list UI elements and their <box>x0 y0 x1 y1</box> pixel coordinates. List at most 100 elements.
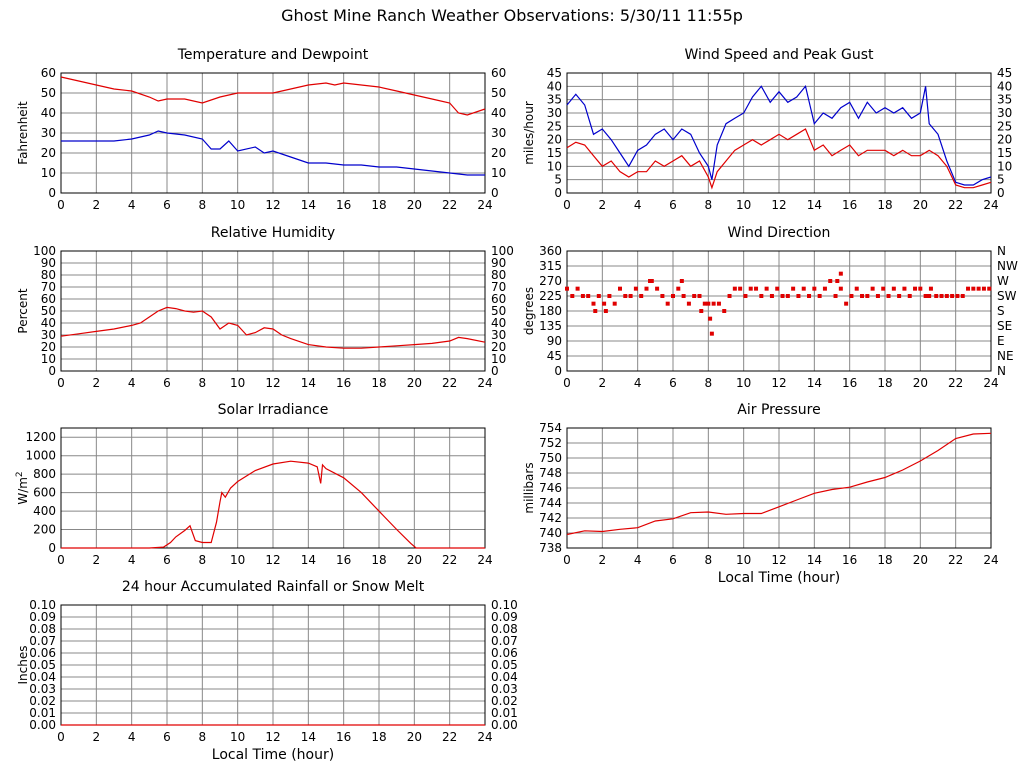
rain-ytick-label-right: 0.08 <box>491 622 518 636</box>
wdir-point <box>593 309 598 313</box>
solar-ytick-label: 200 <box>33 523 56 537</box>
pressure-ytick-label: 750 <box>539 451 562 465</box>
wind-xtick-label: 18 <box>877 198 892 212</box>
temp-title: Temperature and Dewpoint <box>177 47 369 63</box>
pressure-xtick-label: 22 <box>948 553 963 567</box>
solar-xtick-label: 4 <box>128 553 136 567</box>
wdir-compass-label: SW <box>997 289 1017 303</box>
wdir-point <box>934 294 939 298</box>
rain-ytick-label: 0.04 <box>29 670 56 684</box>
wdir-xtick-label: 16 <box>842 376 857 390</box>
wind-ytick-label-right: 25 <box>997 119 1012 133</box>
solar-ytick-label: 1200 <box>25 430 56 444</box>
wdir-point <box>702 301 707 306</box>
rain-xtick-label: 8 <box>199 730 207 744</box>
pressure-ytick-label: 744 <box>539 496 562 510</box>
wdir-point <box>897 294 902 298</box>
rh-ytick-label-right: 100 <box>491 244 514 258</box>
wind-ytick-label: 0 <box>554 186 562 200</box>
rh-ytick-label: 80 <box>41 268 56 282</box>
rain-ytick-label: 0.05 <box>29 658 56 672</box>
rain-ytick-label: 0.03 <box>29 682 56 696</box>
temp-xtick-label: 6 <box>163 198 171 212</box>
rh-xtick-label: 6 <box>163 376 171 390</box>
wind-ytick-label: 30 <box>547 106 562 120</box>
pressure-ytick-label: 748 <box>539 466 562 480</box>
rh-ytick-label-right: 40 <box>491 316 506 330</box>
temp-frame <box>60 72 486 194</box>
wdir-point <box>676 286 681 291</box>
wdir-point <box>586 294 591 298</box>
wdir-point <box>709 331 714 336</box>
wdir-xtick-label: 0 <box>563 376 571 390</box>
temp-xtick-label: 0 <box>57 198 65 212</box>
wdir-point <box>644 286 649 291</box>
solar-xtick-label: 6 <box>163 553 171 567</box>
solar-frame <box>60 427 486 549</box>
pressure-ytick-label: 742 <box>539 511 562 525</box>
temp-ytick-label: 50 <box>41 86 56 100</box>
solar-ytick-label: 600 <box>33 486 56 500</box>
rain-ytick-label: 0.09 <box>29 610 56 624</box>
wdir-point <box>918 286 923 291</box>
wdir-point <box>607 294 612 298</box>
rain-ytick-label-right: 0.01 <box>491 706 518 720</box>
rain-ytick-label-right: 0.06 <box>491 646 518 660</box>
temp-ytick-label: 0 <box>48 186 56 200</box>
wind-ytick-label: 45 <box>547 66 562 80</box>
temp-xtick-label: 22 <box>442 198 457 212</box>
rain-ytick-label-right: 0.10 <box>491 598 518 612</box>
pressure-xtick-label: 8 <box>705 553 713 567</box>
wdir-point <box>944 294 949 298</box>
rh-ytick-label-right: 50 <box>491 304 506 318</box>
wdir-point <box>748 286 753 291</box>
temp-xtick-label: 24 <box>477 198 492 212</box>
solar-line-solar-irradiance <box>61 460 485 549</box>
rain-ytick-label: 0.00 <box>29 718 56 732</box>
wind-ytick-label: 5 <box>554 173 562 187</box>
wdir-xtick-label: 14 <box>807 376 822 390</box>
wdir-point <box>822 286 827 291</box>
rain-ytick-label: 0.08 <box>29 622 56 636</box>
rain-xtick-label: 14 <box>301 730 316 744</box>
wdir-point <box>870 286 875 291</box>
solar-xtick-label: 14 <box>301 553 316 567</box>
pressure-xtick-label: 6 <box>669 553 677 567</box>
temp-xtick-label: 8 <box>199 198 207 212</box>
solar-title: Solar Irradiance <box>218 402 329 418</box>
pressure-ytick-label: 754 <box>539 421 562 435</box>
rain-ytick-label-right: 0.07 <box>491 634 518 648</box>
wind-frame <box>566 72 992 194</box>
wind-xtick-label: 14 <box>807 198 822 212</box>
wdir-compass-label: W <box>997 274 1009 288</box>
wdir-point <box>716 301 721 306</box>
rh-line-relative-humidity <box>60 306 486 349</box>
rain-ytick-label: 0.10 <box>29 598 56 612</box>
wdir-xtick-label: 2 <box>599 376 607 390</box>
rh-ytick-label: 0 <box>48 364 56 378</box>
wdir-point <box>928 286 933 291</box>
pressure-xtick-label: 24 <box>983 553 998 567</box>
rh-xtick-label: 22 <box>442 376 457 390</box>
wdir-point <box>955 294 960 298</box>
rh-ytick-label-right: 60 <box>491 292 506 306</box>
wind-ytick-label-right: 40 <box>997 79 1012 93</box>
wind-ytick-label-right: 15 <box>997 146 1012 160</box>
wdir-ytick-label: 360 <box>539 244 562 258</box>
wdir-point <box>881 286 886 291</box>
solar-xtick-label: 12 <box>265 553 280 567</box>
temp-xtick-label: 20 <box>407 198 422 212</box>
rh-xtick-label: 4 <box>128 376 136 390</box>
wind-ytick-label-right: 5 <box>997 173 1005 187</box>
rain-xtick-label: 0 <box>57 730 65 744</box>
wdir-point <box>801 286 806 291</box>
wdir-point <box>833 294 838 298</box>
wdir-point <box>807 294 812 298</box>
temp-ytick-label-right: 0 <box>491 186 499 200</box>
temp-line-temperature <box>60 76 486 116</box>
wdir-point <box>565 286 569 291</box>
wdir-ytick-label: 135 <box>539 319 562 333</box>
